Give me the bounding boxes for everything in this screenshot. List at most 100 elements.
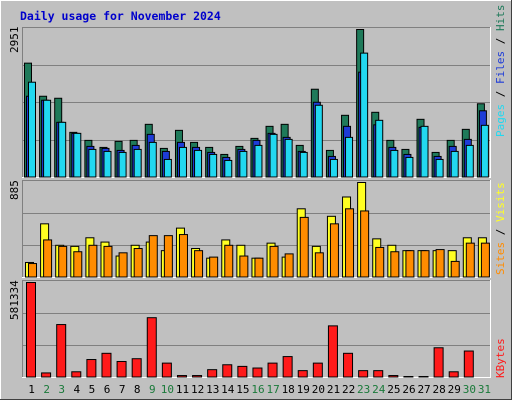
pages-bar <box>163 158 172 178</box>
sites-bar <box>178 234 188 278</box>
sites-bar <box>118 252 128 278</box>
kbytes-bar <box>327 325 338 378</box>
sites-bar <box>360 210 370 278</box>
day-label: 5 <box>89 383 96 396</box>
pages-bar <box>299 151 308 178</box>
day-label: 17 <box>266 383 279 396</box>
pages-bar <box>73 132 82 178</box>
legend-sites-visits: Sites / Visits <box>494 182 507 275</box>
pages-bar <box>103 150 112 178</box>
pages-bar <box>360 52 369 178</box>
day-label: 12 <box>191 383 204 396</box>
day-label: 4 <box>74 383 81 396</box>
pages-bar <box>58 121 67 178</box>
pages-bar <box>405 156 414 178</box>
pages-bar <box>28 81 36 178</box>
sites-bar <box>73 251 83 278</box>
sites-bar <box>133 248 143 278</box>
pages-bar <box>194 149 203 178</box>
day-label: 16 <box>251 383 264 396</box>
pages-bar <box>148 141 157 178</box>
kbytes-bar <box>131 358 142 378</box>
day-label: 20 <box>312 383 325 396</box>
sites-bar <box>148 235 158 278</box>
panel-hits-files-pages <box>22 27 491 178</box>
kbytes-bar <box>463 350 474 378</box>
x-axis-day-labels: 1 2 3 4 5 6 7 8 9 10 11 12 13 14 15 16 17 18 19 20 21 22 23 24 2… <box>28 383 491 396</box>
legend-kbytes: KBytes <box>494 338 507 378</box>
sites-bar <box>209 256 219 278</box>
kbytes-bar <box>237 365 248 378</box>
kbytes-bar <box>86 359 97 378</box>
kbytes-bar <box>41 372 52 378</box>
sites-bar <box>239 255 249 278</box>
panel-kbytes <box>22 280 491 378</box>
legend-hits-files-pages: Pages / Files / Hits <box>494 5 507 138</box>
kbytes-bar <box>71 371 82 378</box>
sites-bar <box>88 244 98 278</box>
pages-bar <box>435 158 444 178</box>
sites-bar <box>465 242 475 278</box>
kbytes-bar <box>312 362 323 378</box>
pages-bar <box>420 125 429 178</box>
kbytes-bar <box>161 362 172 378</box>
pages-bar <box>284 138 293 178</box>
chart-title: Daily usage for November 2024 <box>20 9 221 23</box>
day-label: 1 <box>28 383 35 396</box>
sites-bar <box>299 216 309 278</box>
kbytes-bar <box>267 362 278 378</box>
pages-bar <box>465 144 474 178</box>
ymax-label-mid: 885 <box>8 180 21 200</box>
day-label: 28 <box>433 383 446 396</box>
day-label: 8 <box>134 383 141 396</box>
pages-bar <box>43 99 52 178</box>
kbytes-bar <box>388 375 399 378</box>
day-label: 13 <box>206 383 219 396</box>
sites-bar <box>420 250 430 278</box>
pages-bar <box>329 158 338 178</box>
sites-bar <box>284 253 294 278</box>
day-label: 2 <box>43 383 50 396</box>
day-label: 22 <box>342 383 355 396</box>
pages-bar <box>345 136 354 178</box>
pages-bar <box>269 133 278 178</box>
day-label: 6 <box>104 383 111 396</box>
legend-sites: Sites <box>494 242 507 275</box>
day-label: 15 <box>236 383 249 396</box>
sites-bar <box>254 257 264 278</box>
ymax-label-top: 2951 <box>8 27 21 54</box>
sites-bar <box>450 260 460 278</box>
kbytes-bar <box>358 370 369 378</box>
day-label: 10 <box>161 383 174 396</box>
kbytes-bar <box>282 356 293 378</box>
sites-bar <box>405 250 415 278</box>
kbytes-bar <box>56 324 67 378</box>
sites-bar <box>163 235 173 278</box>
kbytes-bar <box>433 347 444 378</box>
kbytes-bar <box>146 317 157 378</box>
pages-bar <box>209 153 218 178</box>
pages-bar <box>314 104 323 178</box>
pages-bar <box>375 119 384 178</box>
kbytes-bar <box>101 352 112 378</box>
legend-pages: Pages <box>494 104 507 137</box>
ymax-label-bottom: 581334 <box>8 280 21 320</box>
day-label: 27 <box>417 383 430 396</box>
day-label: 31 <box>478 383 491 396</box>
kbytes-bar <box>448 371 459 378</box>
legend-files: Files <box>494 51 507 84</box>
sites-bar <box>224 244 234 278</box>
plot-area <box>22 280 490 377</box>
day-label: 3 <box>58 383 65 396</box>
day-label: 21 <box>327 383 340 396</box>
sites-bar <box>329 223 339 278</box>
kbytes-bar <box>373 370 384 378</box>
sites-bar <box>375 246 385 278</box>
day-label: 9 <box>149 383 156 396</box>
kbytes-bar <box>192 375 203 378</box>
sites-bar <box>390 251 400 278</box>
pages-bar <box>118 151 127 178</box>
sites-bar <box>480 242 490 278</box>
kbytes-bar <box>26 282 36 378</box>
sites-bar <box>43 239 53 278</box>
